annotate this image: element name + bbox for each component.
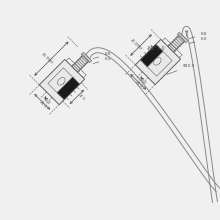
Text: 8.8: 8.8 (189, 32, 207, 38)
Text: 10.0: 10.0 (41, 96, 50, 105)
Polygon shape (140, 44, 163, 67)
Polygon shape (135, 39, 181, 85)
Text: M8*1.0: M8*1.0 (147, 46, 165, 51)
Polygon shape (177, 32, 188, 43)
Polygon shape (72, 54, 90, 72)
Text: 33.7REF: 33.7REF (40, 52, 53, 66)
Text: 25.0: 25.0 (38, 100, 47, 109)
Text: 21.5REF: 21.5REF (129, 38, 143, 52)
Polygon shape (57, 77, 80, 100)
Text: 6.0: 6.0 (189, 37, 207, 44)
Polygon shape (81, 52, 92, 63)
Text: Φ10.0: Φ10.0 (167, 64, 195, 74)
Polygon shape (39, 59, 85, 105)
Polygon shape (168, 34, 186, 52)
Text: 11.5: 11.5 (77, 92, 85, 101)
Text: 8.8: 8.8 (93, 52, 111, 59)
Text: 25.0: 25.0 (134, 80, 143, 90)
Text: 6.0: 6.0 (93, 57, 111, 64)
Text: 10.0: 10.0 (137, 76, 146, 85)
